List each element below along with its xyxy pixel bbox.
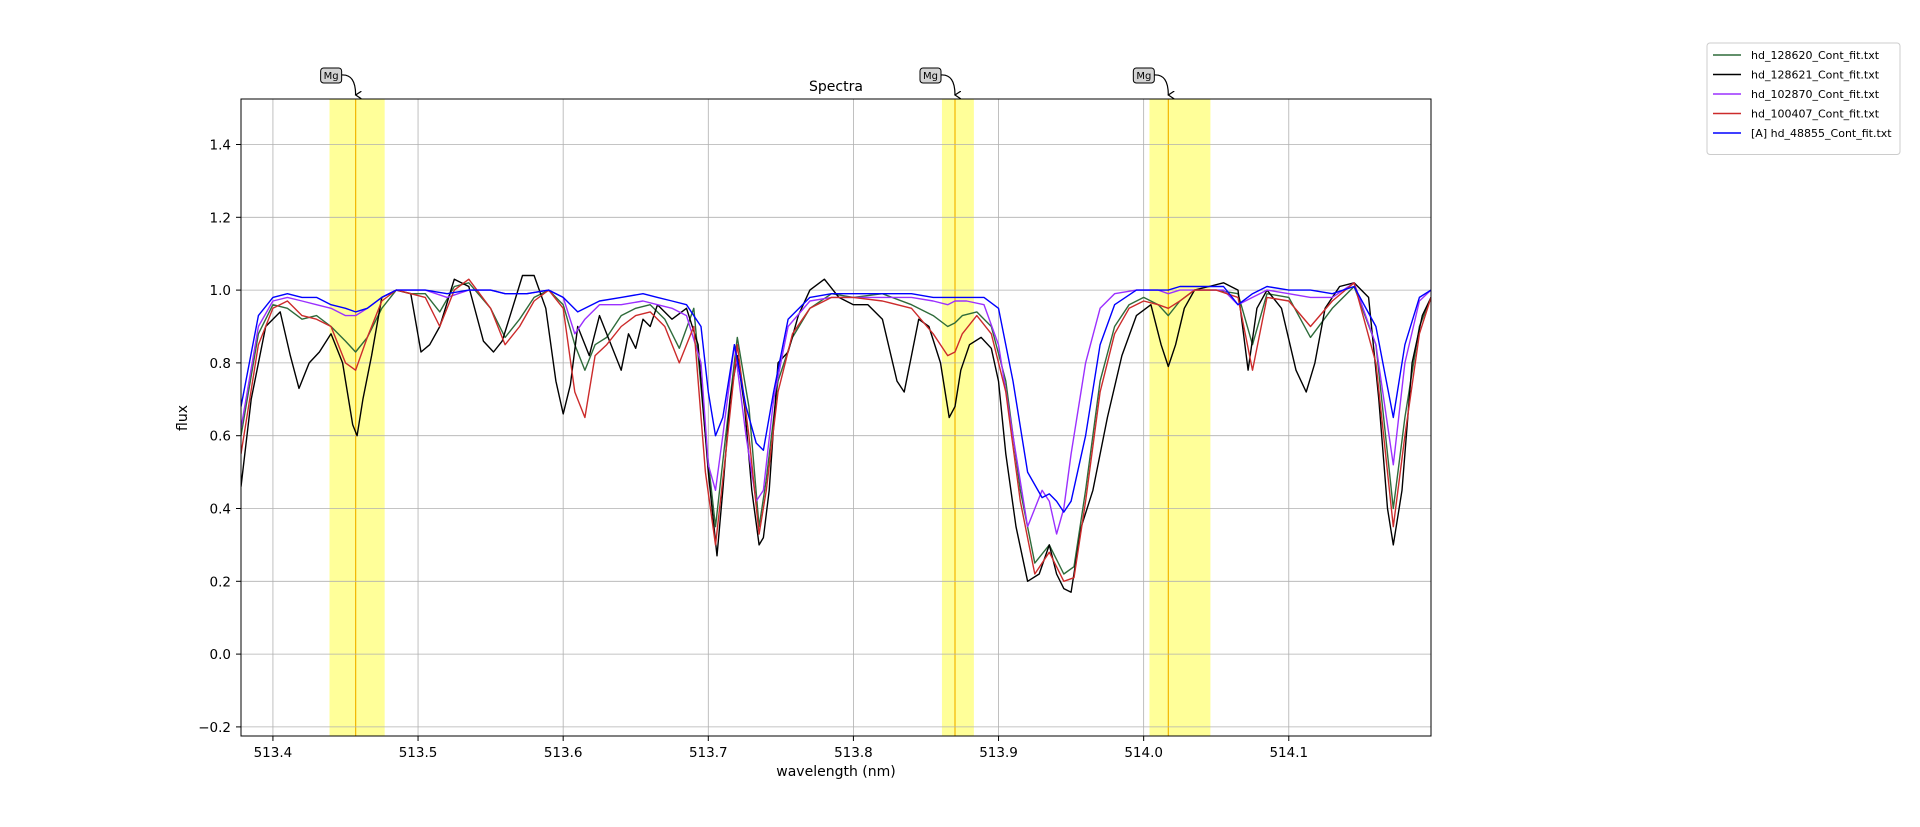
y-tick-label: 1.4 xyxy=(210,138,231,154)
x-axis-label: wavelength (nm) xyxy=(776,764,895,780)
y-tick-label: 0.0 xyxy=(210,647,231,663)
x-tick-label: 513.9 xyxy=(979,745,1018,761)
x-tick-label: 513.4 xyxy=(254,745,293,761)
y-tick-label: 0.4 xyxy=(210,502,231,518)
mg-label-0: Mg xyxy=(324,71,339,82)
series-line-4 xyxy=(241,285,1431,513)
series-lines xyxy=(241,274,1431,593)
legend-box xyxy=(1706,42,1901,155)
mg-label-box-2 xyxy=(1132,67,1155,84)
mg-label-box-1 xyxy=(919,67,942,84)
legend-entry-3: hd_100407_Cont_fit.txt xyxy=(1751,108,1880,121)
mg-label-1: Mg xyxy=(923,71,938,82)
y-tick-label: 1.2 xyxy=(210,210,231,226)
series-line-0 xyxy=(241,282,1431,575)
mg-arrow-0 xyxy=(341,74,356,95)
mg-arrow-2 xyxy=(1154,74,1168,95)
series-line-1 xyxy=(241,274,1431,593)
x-tick-label: 513.5 xyxy=(399,745,438,761)
series-line-3 xyxy=(241,278,1431,582)
y-tick-label: 1.0 xyxy=(210,283,231,299)
series-line-2 xyxy=(241,282,1431,535)
mg-band-1 xyxy=(941,99,974,736)
y-axis-label: flux xyxy=(175,405,191,431)
x-tick-label: 513.6 xyxy=(544,745,583,761)
plot-frame xyxy=(240,98,1432,737)
x-tick-label: 513.7 xyxy=(689,745,728,761)
legend-entry-4: [A] hd_48855_Cont_fit.txt xyxy=(1751,127,1892,140)
y-tick-label: 0.6 xyxy=(210,429,231,445)
highlight-bands xyxy=(329,99,1211,736)
x-tick-label: 514.0 xyxy=(1124,745,1163,761)
legend-entry-0: hd_128620_Cont_fit.txt xyxy=(1751,49,1880,62)
y-tick-label: 0.2 xyxy=(210,574,231,590)
mg-arrow-1 xyxy=(940,74,955,95)
chart-title: Spectra xyxy=(809,79,863,95)
y-tick-label: −0.2 xyxy=(198,720,231,736)
legend-entry-1: hd_128621_Cont_fit.txt xyxy=(1751,69,1880,82)
legend-entry-2: hd_102870_Cont_fit.txt xyxy=(1751,88,1880,101)
mg-band-2 xyxy=(1149,99,1211,736)
x-tick-label: 514.1 xyxy=(1269,745,1308,761)
legend: hd_128620_Cont_fit.txt hd_128621_Cont_fit… xyxy=(1706,42,1901,155)
mg-label-box-0 xyxy=(320,67,343,84)
axis-ticks: 513.4 513.5 513.6 513.7 513.8 513.9 514.0 514.1… xyxy=(198,138,1308,762)
x-tick-label: 513.8 xyxy=(834,745,873,761)
grid xyxy=(241,99,1431,736)
mg-annotations: Mg Mg Mg xyxy=(320,67,1169,95)
mg-label-2: Mg xyxy=(1136,71,1151,82)
mg-band-0 xyxy=(329,99,385,736)
y-tick-label: 0.8 xyxy=(210,356,231,372)
